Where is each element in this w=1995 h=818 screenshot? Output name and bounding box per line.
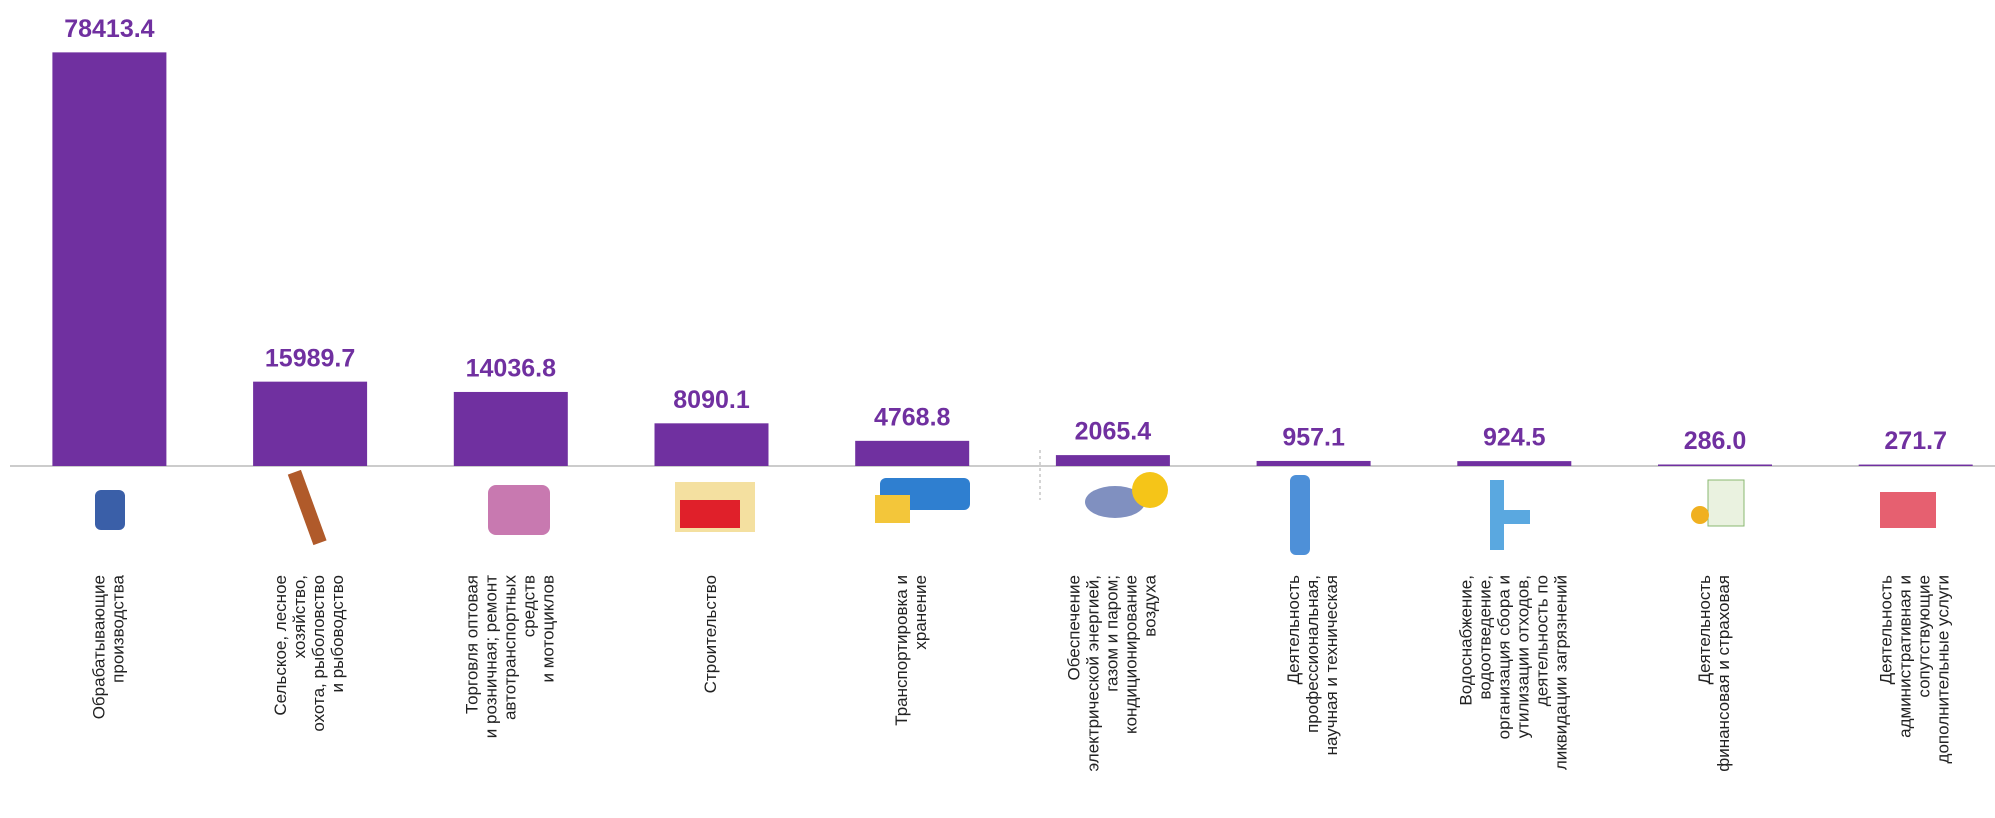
icons	[95, 469, 1936, 555]
x-tick-label: автотранспортных	[500, 575, 519, 721]
x-tick-label: научная и техническая	[1322, 575, 1341, 755]
x-tick-label: дополнительные услуги	[1934, 575, 1953, 763]
icon	[1490, 510, 1530, 524]
icon	[1290, 475, 1310, 555]
icon	[1132, 472, 1168, 508]
x-tick-label: газом и паром;	[1102, 575, 1121, 692]
x-tick-label: и рыбоводство	[328, 575, 347, 693]
x-tick-label: воздуха	[1140, 574, 1159, 636]
icon	[1880, 492, 1936, 528]
x-tick-label: хозяйство,	[290, 575, 309, 658]
x-tick-label: финансовая и страховая	[1714, 575, 1733, 772]
x-tick-label: организация сбора и	[1494, 575, 1513, 739]
icon	[875, 495, 910, 523]
bar	[1658, 464, 1772, 466]
x-tick-label: и мотоциклов	[538, 575, 557, 683]
icon	[287, 469, 327, 546]
x-tick-label: кондиционирование	[1121, 575, 1140, 734]
x-tick-label: Транспортировка и	[892, 575, 911, 726]
value-label: 2065.4	[1075, 418, 1152, 446]
bar	[52, 52, 167, 466]
bar	[1457, 461, 1572, 466]
value-label: 8090.1	[673, 386, 750, 414]
x-tick-label: Водоснабжение,	[1456, 575, 1475, 706]
bar	[855, 440, 970, 466]
value-label: 271.7	[1884, 427, 1947, 455]
x-tick-label: Сельское, лесное	[271, 575, 290, 716]
x-tick-label: хранение	[911, 575, 930, 650]
x-tick-label: производства	[108, 574, 127, 682]
bar	[453, 391, 568, 466]
x-tick-label: Деятельность	[1695, 575, 1714, 685]
bar	[1858, 464, 1973, 466]
value-label: 957.1	[1282, 424, 1345, 452]
bar	[654, 423, 769, 466]
value-label: 286.0	[1684, 427, 1747, 455]
x-tick-label: электрической энергией,	[1083, 575, 1102, 772]
x-tick-label: административная и	[1896, 575, 1915, 738]
x-tick-label: средств	[519, 575, 538, 637]
x-tick-label: утилизации отходов,	[1513, 575, 1532, 738]
icon	[1707, 479, 1745, 527]
value-label: 4768.8	[874, 403, 951, 431]
icon	[488, 485, 550, 535]
x-tick-label: Обрабатывающие	[89, 575, 108, 719]
icon	[95, 490, 125, 530]
value-label: 924.5	[1483, 424, 1546, 452]
x-tick-label: профессиональная,	[1303, 575, 1322, 733]
x-tick-label: Обеспечение	[1064, 575, 1083, 680]
x-tick-label: ликвидации загрязнений	[1551, 575, 1570, 770]
icon	[1691, 506, 1709, 524]
x-tick-label: Торговля оптовая	[462, 575, 481, 714]
value-label: 14036.8	[466, 355, 556, 383]
x-tick-label: деятельность по	[1532, 575, 1551, 706]
x-tick-label: сопутствующие	[1915, 575, 1934, 698]
bar	[1256, 460, 1371, 466]
bar	[1055, 455, 1170, 466]
icon	[1085, 486, 1145, 518]
x-tick-label: Деятельность	[1877, 575, 1896, 685]
x-tick-label: Строительство	[701, 575, 720, 693]
x-tick-label: водоотведение,	[1475, 575, 1494, 700]
value-label: 78413.4	[64, 15, 154, 43]
bar	[253, 381, 368, 466]
icon	[680, 500, 740, 528]
x-tick-label: и розничная; ремонт	[481, 575, 500, 738]
x-tick-label: Деятельность	[1284, 575, 1303, 685]
value-label: 15989.7	[265, 344, 355, 372]
x-tick-label: охота, рыболовство	[309, 575, 328, 732]
